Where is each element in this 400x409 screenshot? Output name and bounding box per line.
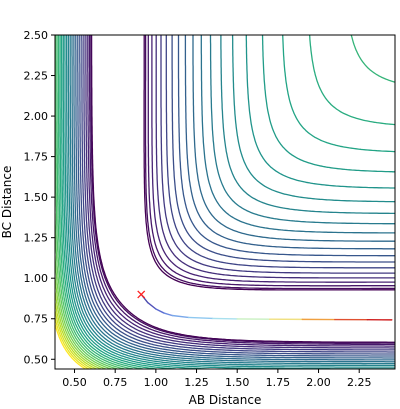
contour-line bbox=[59, 35, 395, 369]
y-tick-label: 2.25 bbox=[24, 70, 49, 83]
contour-line bbox=[73, 35, 395, 361]
contour-line bbox=[87, 35, 395, 347]
y-axis-ticks: 0.50 0.75 1.00 1.25 1.50 1.75 2.00 2.25 2.50 bbox=[24, 29, 55, 366]
x-tick-label: 0.50 bbox=[62, 376, 87, 389]
y-tick-label: 1.50 bbox=[24, 191, 49, 204]
x-tick-label: 1.75 bbox=[266, 376, 291, 389]
x-tick-label: 2.25 bbox=[347, 376, 372, 389]
contour-line bbox=[55, 301, 98, 369]
y-tick-label: 0.50 bbox=[24, 353, 49, 366]
contour-line bbox=[55, 309, 94, 369]
contour-line bbox=[62, 35, 395, 369]
contour-line bbox=[83, 35, 395, 351]
trajectory-segment bbox=[147, 301, 157, 310]
contour-line bbox=[57, 35, 395, 369]
y-tick-label: 1.75 bbox=[24, 151, 49, 164]
trajectory-path bbox=[140, 293, 393, 321]
contour-line bbox=[77, 35, 395, 357]
contour-line bbox=[67, 35, 395, 367]
x-tick-label: 1.50 bbox=[225, 376, 250, 389]
transition-state-marker bbox=[137, 290, 146, 299]
x-tick-label: 1.25 bbox=[184, 376, 209, 389]
contour-line bbox=[60, 35, 395, 369]
y-tick-label: 2.00 bbox=[24, 110, 49, 123]
contour-line bbox=[69, 35, 395, 365]
x-tick-label: 2.00 bbox=[306, 376, 331, 389]
trajectory-segment bbox=[187, 316, 214, 320]
contour-line bbox=[55, 254, 112, 369]
contour-line bbox=[56, 35, 134, 369]
x-axis-ticks: 0.50 0.75 1.00 1.25 1.50 1.75 2.00 2.25 bbox=[62, 369, 371, 389]
x-tick-label: 0.75 bbox=[103, 376, 128, 389]
plot-frame bbox=[54, 34, 396, 370]
contour-line bbox=[65, 35, 395, 368]
contour-line bbox=[55, 317, 90, 369]
contour-line bbox=[79, 35, 395, 355]
y-tick-label: 2.50 bbox=[24, 29, 49, 42]
x-tick-label: 1.00 bbox=[144, 376, 169, 389]
contour-line bbox=[90, 35, 395, 344]
contour-line bbox=[55, 35, 126, 369]
trajectory-segment bbox=[163, 312, 173, 317]
contour-line bbox=[90, 35, 395, 343]
contour-line bbox=[55, 323, 87, 369]
x-axis-label: AB Distance bbox=[189, 393, 262, 407]
contour-line bbox=[75, 35, 395, 359]
contour-line bbox=[81, 35, 395, 353]
trajectory-segment bbox=[171, 314, 190, 319]
contour-lines bbox=[55, 35, 395, 369]
marker-stroke bbox=[137, 290, 146, 299]
y-tick-label: 1.00 bbox=[24, 272, 49, 285]
y-tick-label: 1.25 bbox=[24, 232, 49, 245]
y-tick-label: 0.75 bbox=[24, 313, 49, 326]
contour-line bbox=[85, 35, 395, 349]
contour-line bbox=[55, 290, 102, 369]
contour-line bbox=[55, 213, 118, 369]
contour-line bbox=[71, 35, 395, 363]
contour-line bbox=[55, 276, 107, 369]
y-axis-label: BC Distance bbox=[0, 166, 14, 239]
contour-line bbox=[88, 35, 395, 346]
trajectory-segment bbox=[155, 308, 165, 314]
